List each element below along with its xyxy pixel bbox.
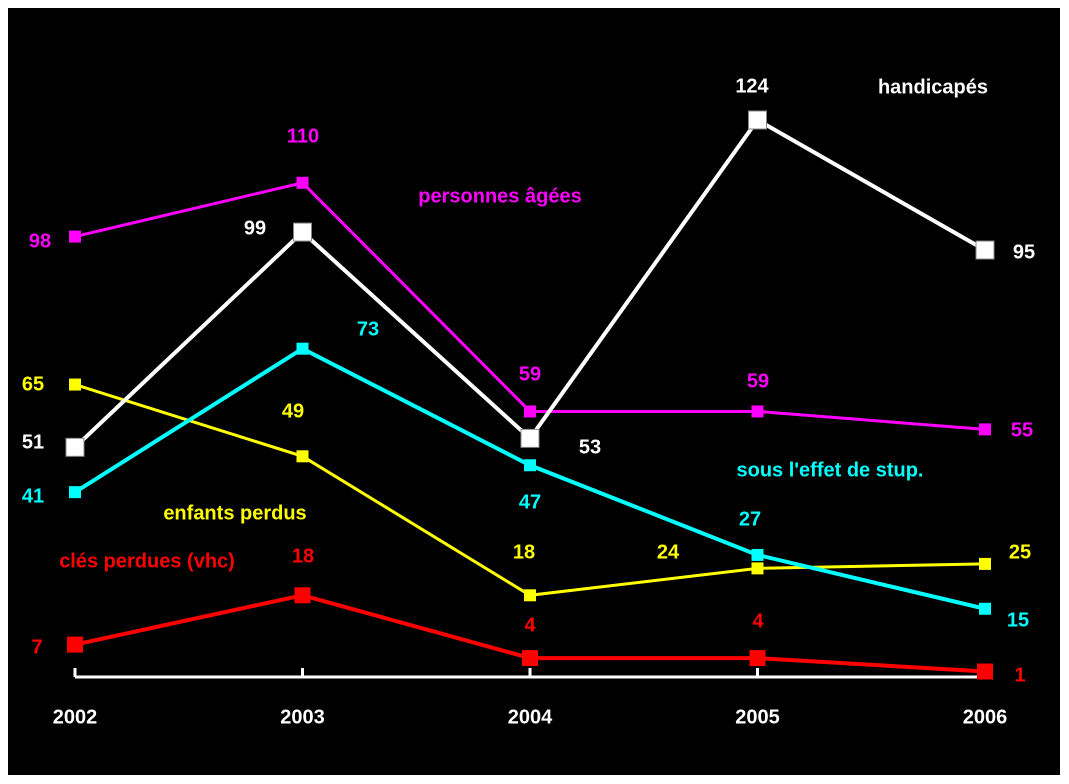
series-name: clés perdues (vhc) (59, 550, 235, 572)
x-tick-label: 2002 (53, 706, 98, 728)
data-label: 53 (579, 436, 601, 458)
data-label: 51 (22, 431, 44, 453)
data-label: 110 (287, 125, 319, 147)
data-label: 15 (1007, 609, 1029, 631)
marker (65, 437, 85, 457)
x-tick-label: 2003 (280, 706, 325, 728)
marker (524, 405, 536, 418)
x-tick-label: 2006 (963, 706, 1008, 728)
data-label: 4 (524, 614, 536, 636)
marker (522, 650, 538, 667)
background (8, 8, 1060, 775)
data-label: 7 (31, 636, 42, 658)
data-label: 65 (22, 373, 44, 395)
data-label: 55 (1011, 419, 1033, 441)
marker (67, 636, 83, 653)
series-name: personnes âgées (418, 185, 581, 207)
marker (294, 587, 311, 604)
series-name: handicapés (878, 76, 988, 98)
data-label: 41 (22, 485, 44, 507)
x-tick-label: 2004 (508, 706, 553, 728)
marker (296, 342, 309, 355)
data-label: 1 (1014, 664, 1025, 686)
marker (520, 428, 540, 448)
marker (979, 602, 991, 615)
marker (69, 486, 81, 499)
data-label: 59 (519, 363, 541, 385)
data-label: 49 (282, 400, 304, 422)
marker (524, 459, 536, 472)
marker (975, 240, 995, 260)
data-label: 99 (244, 217, 266, 239)
marker (296, 450, 309, 463)
data-label: 95 (1013, 241, 1035, 263)
marker (293, 222, 312, 242)
data-label: 24 (657, 541, 680, 563)
data-label: 27 (739, 508, 761, 530)
marker (69, 378, 81, 391)
marker (751, 562, 764, 575)
data-label: 124 (735, 75, 769, 97)
marker (749, 650, 766, 667)
data-label: 73 (357, 318, 379, 340)
data-label: 59 (747, 370, 769, 392)
marker (751, 548, 764, 561)
marker (69, 230, 81, 243)
marker (979, 557, 991, 570)
marker (751, 405, 764, 418)
marker (977, 663, 993, 680)
data-label: 98 (29, 230, 51, 252)
x-tick-label: 2005 (735, 706, 780, 728)
series-name: sous l'effet de stup. (736, 459, 923, 481)
data-label: 18 (292, 545, 314, 567)
data-label: 18 (513, 541, 535, 563)
marker (296, 176, 309, 189)
data-label: 25 (1009, 541, 1031, 563)
marker (979, 423, 991, 436)
marker (748, 110, 767, 130)
data-label: 4 (752, 610, 764, 632)
series-name: enfants perdus (163, 502, 306, 524)
marker (524, 589, 536, 602)
data-label: 47 (519, 491, 541, 513)
